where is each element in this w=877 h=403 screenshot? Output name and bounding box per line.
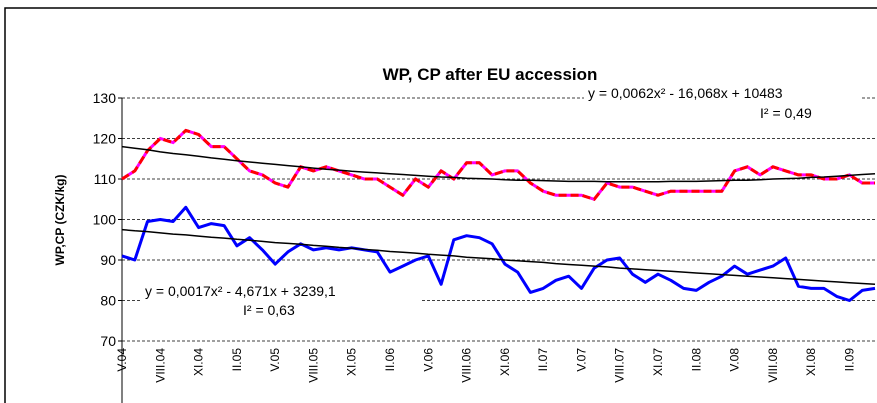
y-axis-label: WP,CP (CZK/kg) <box>53 175 67 266</box>
x-tick-label: XI.08 <box>804 348 818 376</box>
trendline-equation: I² = 0,49 <box>760 105 812 121</box>
trendline-equation: y = 0,0017x² - 4,671x + 3239,1 <box>145 283 336 299</box>
x-tick-label: XI.04 <box>192 348 206 376</box>
x-tick-label: V.05 <box>268 348 282 372</box>
x-tick-label: V.06 <box>421 348 435 372</box>
series-line <box>121 228 876 286</box>
chart-title: WP, CP after EU accession <box>383 65 598 84</box>
annotation-bg <box>584 85 862 103</box>
chart-frame <box>4 7 877 403</box>
y-tick-label: 110 <box>94 171 117 187</box>
trendline-equation: y = 0,0062x² - 16,068x + 10483 <box>588 85 783 101</box>
x-tick-label: VIII.07 <box>613 348 627 383</box>
series-line <box>121 205 876 302</box>
y-tick-label: 100 <box>93 212 117 228</box>
x-tick-label: II.08 <box>689 348 703 372</box>
x-tick-label: II.06 <box>383 348 397 372</box>
x-tick-label: VIII.06 <box>460 348 474 383</box>
y-tick-label: 90 <box>100 252 116 268</box>
x-tick-label: V.08 <box>728 348 742 372</box>
x-tick-label: II.05 <box>230 348 244 372</box>
y-tick-label: 70 <box>100 333 116 349</box>
y-tick-label: 130 <box>93 90 117 106</box>
x-tick-label: VIII.04 <box>153 348 167 383</box>
y-tick-label: 80 <box>100 293 116 309</box>
y-tick-label: 120 <box>93 131 117 147</box>
x-tick-label: VIII.05 <box>306 348 320 383</box>
plot-area: 70 80 90 100 110 120 130 V.04 VIII.04 XI.04 II.05 V… <box>93 85 877 403</box>
x-tick-label: XI.06 <box>498 348 512 376</box>
x-tick-label: XI.07 <box>651 348 665 376</box>
x-tick-label: VIII.08 <box>766 348 780 383</box>
series-line <box>121 128 875 201</box>
series-line <box>121 145 876 183</box>
x-tick-label: V.07 <box>574 348 588 372</box>
x-tick-label: II.09 <box>842 348 856 372</box>
x-tick-label: V.04 <box>115 348 129 372</box>
trendline-equation: I² = 0,63 <box>243 302 295 318</box>
x-tick-label: II.07 <box>536 348 550 372</box>
x-tick-label: XI.05 <box>345 348 359 376</box>
annotation-bg <box>141 283 421 301</box>
